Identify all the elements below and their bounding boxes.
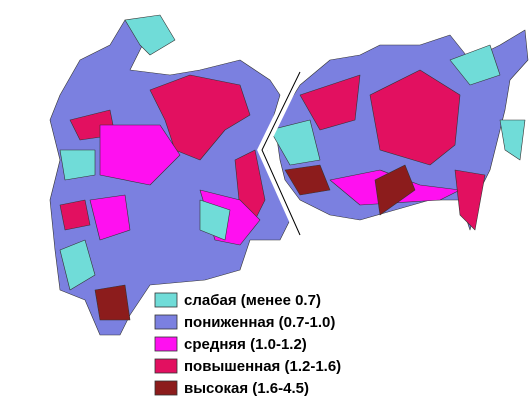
map: [49, 14, 529, 336]
region: [369, 69, 461, 166]
legend-swatch: [154, 292, 178, 308]
legend-swatch: [154, 358, 178, 374]
legend-label: пониженная (0.7-1.0): [184, 314, 335, 331]
region: [199, 199, 231, 241]
legend: слабая (менее 0.7) пониженная (0.7-1.0) ср…: [154, 292, 341, 397]
legend-label: повышенная (1.2-1.6): [184, 358, 341, 375]
legend-swatch: [154, 314, 178, 330]
region: [94, 284, 131, 321]
region: [149, 74, 251, 161]
region: [284, 164, 331, 196]
region: [449, 44, 501, 86]
region: [59, 239, 96, 291]
region: [99, 124, 181, 186]
legend-label: средняя (1.0-1.2): [184, 336, 307, 353]
region: [59, 199, 91, 231]
region: [59, 149, 96, 181]
region: [269, 119, 321, 166]
legend-swatch: [154, 336, 178, 352]
region: [499, 119, 526, 161]
region: [374, 164, 416, 216]
region: [89, 194, 131, 241]
region: [454, 169, 486, 231]
legend-label: высокая (1.6-4.5): [184, 380, 309, 397]
legend-label: слабая (менее 0.7): [184, 292, 321, 309]
map-cut-line: [261, 71, 301, 236]
region: [124, 14, 176, 56]
region: [299, 74, 361, 131]
legend-swatch: [154, 380, 178, 396]
